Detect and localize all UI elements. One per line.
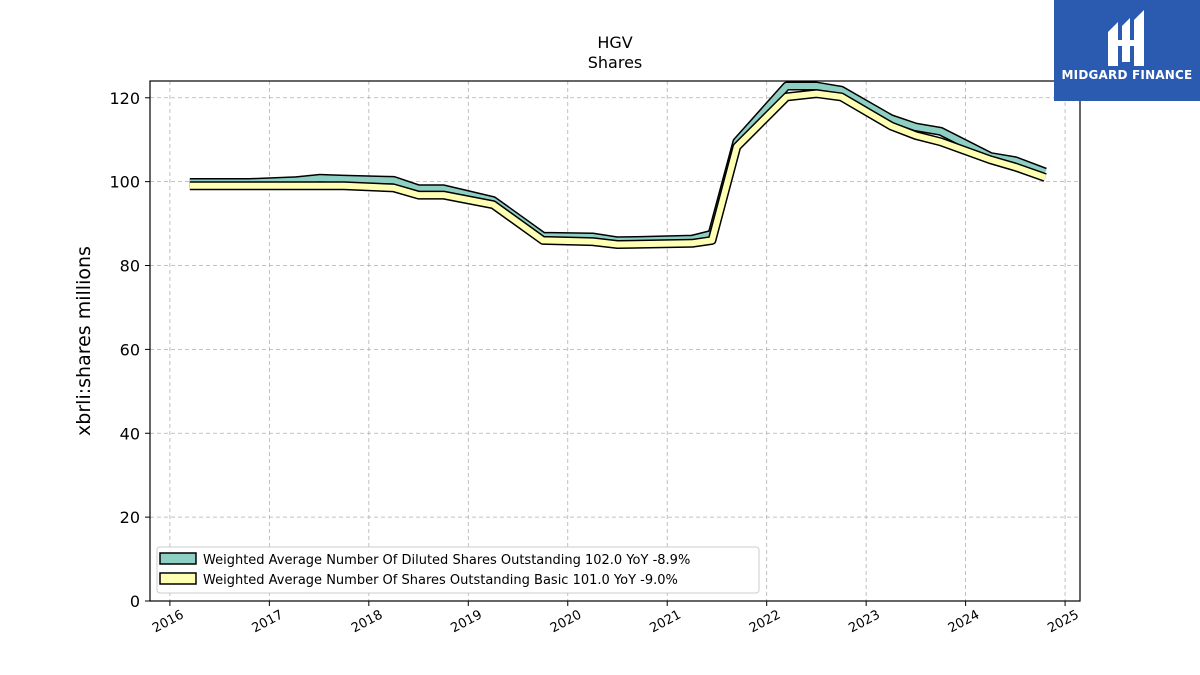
x-tick-label: 2021 bbox=[647, 608, 683, 637]
y-tick-label: 40 bbox=[120, 424, 140, 443]
y-tick-label: 100 bbox=[109, 173, 140, 192]
legend-label-1: Weighted Average Number Of Diluted Share… bbox=[203, 553, 690, 568]
legend-label-2: Weighted Average Number Of Shares Outsta… bbox=[203, 573, 678, 588]
x-tick-label: 2016 bbox=[150, 608, 186, 637]
y-tick-label: 60 bbox=[120, 340, 140, 359]
chart-subtitle: Shares bbox=[588, 53, 643, 72]
plot-frame bbox=[149, 80, 1081, 602]
midgard-finance-logo: MIDGARD FINANCE bbox=[1054, 0, 1200, 101]
x-tick-label: 2023 bbox=[846, 608, 882, 637]
x-tick-label: 2020 bbox=[548, 608, 584, 637]
series-line-2 bbox=[189, 90, 1047, 248]
x-tick-label: 2022 bbox=[747, 608, 783, 637]
legend-swatch-2 bbox=[159, 572, 197, 585]
legend-box bbox=[156, 546, 760, 594]
x-tick-label: 2017 bbox=[250, 608, 286, 637]
series-outline-1 bbox=[189, 81, 1047, 246]
legend: Weighted Average Number Of Diluted Share… bbox=[156, 546, 760, 594]
series-outline-2 bbox=[189, 89, 1047, 249]
legend-swatch-1 bbox=[159, 552, 197, 565]
chart-title: HGV bbox=[597, 33, 632, 52]
logo-text: MIDGARD FINANCE bbox=[1061, 68, 1193, 82]
x-tick-label: 2024 bbox=[946, 608, 982, 637]
y-tick-label: 120 bbox=[109, 89, 140, 108]
x-tick-label: 2019 bbox=[449, 608, 485, 637]
x-tick-label: 2018 bbox=[349, 608, 385, 637]
y-tick-label: 80 bbox=[120, 257, 140, 276]
x-tick-label: 2025 bbox=[1045, 608, 1081, 637]
y-tick-label: 20 bbox=[120, 508, 140, 527]
y-axis-label: xbrli:shares millions bbox=[73, 246, 95, 436]
y-tick-label: 0 bbox=[130, 592, 140, 611]
midgard-logo-icon bbox=[1108, 10, 1144, 66]
series-line-1 bbox=[189, 83, 1047, 244]
